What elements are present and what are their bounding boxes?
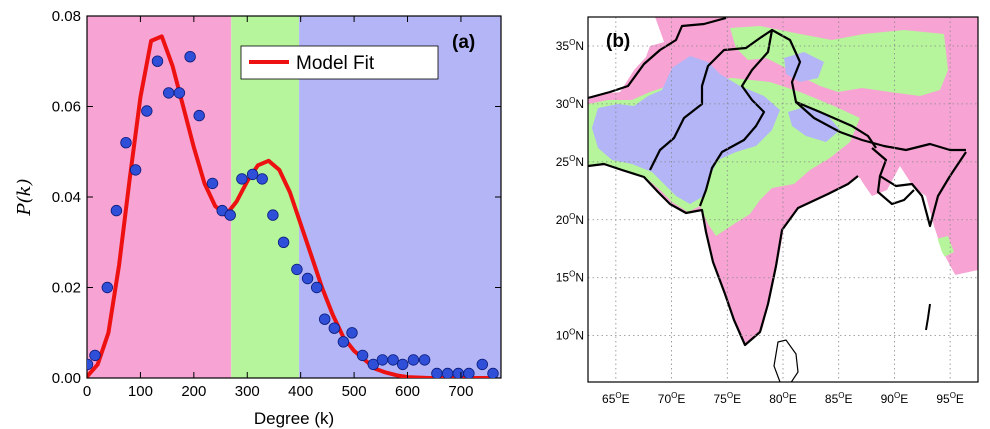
map-gridlines: [588, 17, 978, 382]
y-axis-label: P(k): [14, 178, 35, 216]
longitude-labels: 65OE 70OE 75OE 80OE 85OE 90OE 95OE: [602, 391, 964, 406]
data-point-1: [89, 349, 101, 362]
border-nepal: [795, 100, 877, 149]
x-tick-label-1: 100: [128, 383, 153, 400]
latitude-label-3: 25ON: [556, 154, 584, 169]
legend: Model Fit: [240, 45, 439, 80]
data-point-4: [120, 136, 132, 149]
x-tick-label-3: 300: [235, 383, 260, 400]
data-point-38: [476, 358, 489, 371]
data-point-23: [319, 313, 331, 325]
region-high-degree: [592, 56, 780, 204]
latitude-label-0: 10ON: [556, 328, 584, 343]
data-point-8: [162, 87, 175, 99]
x-axis-ticks: 0 100 200 300 400 500 600 700: [83, 16, 473, 400]
model-fit-series: [87, 34, 493, 378]
data-point-21: [301, 272, 314, 285]
longitude-label-6: 95OE: [936, 391, 964, 406]
data-point-26: [346, 327, 358, 339]
panel-b-map: 65OE 70OE 75OE 80OE 85OE 90OE 95OE 10ON 15ON 20O…: [556, 16, 979, 406]
x-tick-label-0: 0: [83, 383, 91, 400]
border-pakistan: [649, 28, 774, 207]
longitude-label-5: 90OE: [881, 391, 909, 406]
y-tick-label-3: 0.06: [52, 99, 81, 116]
data-point-17: [256, 173, 268, 185]
data-point-2: [101, 281, 114, 294]
y-tick-label-4: 0.08: [52, 8, 81, 25]
latitude-labels: 10ON 15ON 20ON 25ON 30ON 35ON: [556, 38, 584, 343]
country-borders: [588, 17, 967, 347]
data-point-11: [193, 109, 205, 122]
latitude-label-4: 30ON: [556, 96, 584, 111]
data-point-12: [206, 177, 219, 190]
white-area-nw: [588, 17, 664, 100]
data-point-39: [487, 367, 499, 378]
data-point-27: [356, 349, 369, 362]
region-mid-degree-north: [730, 26, 948, 96]
coastline-india: [588, 162, 859, 347]
x-tick-label-2: 200: [181, 383, 206, 400]
longitude-label-2: 75OE: [713, 391, 741, 406]
model-fit-line: [87, 34, 493, 378]
border-india-north: [771, 29, 966, 152]
data-point-20: [291, 263, 303, 276]
longitude-label-1: 70OE: [658, 391, 686, 406]
sri-lanka: [773, 339, 799, 382]
data-point-15: [236, 173, 248, 185]
data-point-33: [418, 354, 431, 366]
border-india-east: [871, 147, 967, 228]
data-point-31: [397, 358, 409, 371]
data-point-19: [277, 236, 290, 249]
x-tick-label-7: 700: [448, 383, 473, 400]
data-point-3: [110, 204, 123, 217]
data-point-36: [452, 367, 464, 378]
data-point-34: [431, 367, 443, 378]
data-point-0: [87, 358, 94, 371]
data-point-7: [151, 55, 164, 67]
data-point-10: [184, 51, 196, 63]
data-point-25: [337, 336, 350, 348]
data-point-9: [173, 87, 186, 99]
data-point-24: [328, 322, 341, 334]
y-axis-ticks: 0.00 0.02 0.04 0.06 0.08: [52, 8, 501, 387]
data-point-32: [407, 354, 420, 366]
x-tick-label-5: 500: [342, 383, 367, 400]
legend-label: Model Fit: [296, 53, 375, 74]
longitude-label-3: 80OE: [769, 391, 797, 406]
data-point-28: [367, 358, 380, 371]
data-point-6: [141, 105, 153, 117]
data-point-30: [387, 354, 399, 366]
data-point-22: [311, 281, 323, 294]
x-axis-label: Degree (k): [254, 409, 334, 428]
data-point-35: [441, 367, 454, 378]
x-tick-label-6: 600: [395, 383, 420, 400]
panel-a-label: (a): [452, 32, 475, 53]
longitude-label-4: 85OE: [825, 391, 853, 406]
observed-points-series: [87, 51, 499, 378]
region-high-degree-east: [788, 106, 840, 142]
border-bangladesh: [876, 175, 915, 206]
y-tick-label-0: 0.00: [52, 370, 81, 387]
data-point-29: [376, 354, 389, 366]
latitude-label-1: 15ON: [556, 270, 584, 285]
data-point-14: [224, 209, 236, 221]
data-point-18: [267, 209, 279, 221]
x-tick-label-4: 400: [288, 383, 313, 400]
panel-a-degree-distribution: 0 100 200 300 400 500 600 700 0.000.020.040.060…: [14, 8, 502, 428]
longitude-label-0: 65OE: [602, 391, 630, 406]
data-point-5: [129, 164, 142, 176]
panel-b-label: (b): [606, 31, 630, 52]
data-point-37: [463, 367, 475, 378]
y-tick-label-2: 0.04: [52, 189, 81, 206]
andaman-islands: [925, 303, 931, 331]
data-point-16: [246, 168, 259, 181]
latitude-label-5: 35ON: [556, 38, 584, 53]
latitude-label-2: 20ON: [556, 212, 584, 227]
map-frame: [587, 16, 979, 383]
y-tick-label-1: 0.02: [52, 280, 81, 297]
